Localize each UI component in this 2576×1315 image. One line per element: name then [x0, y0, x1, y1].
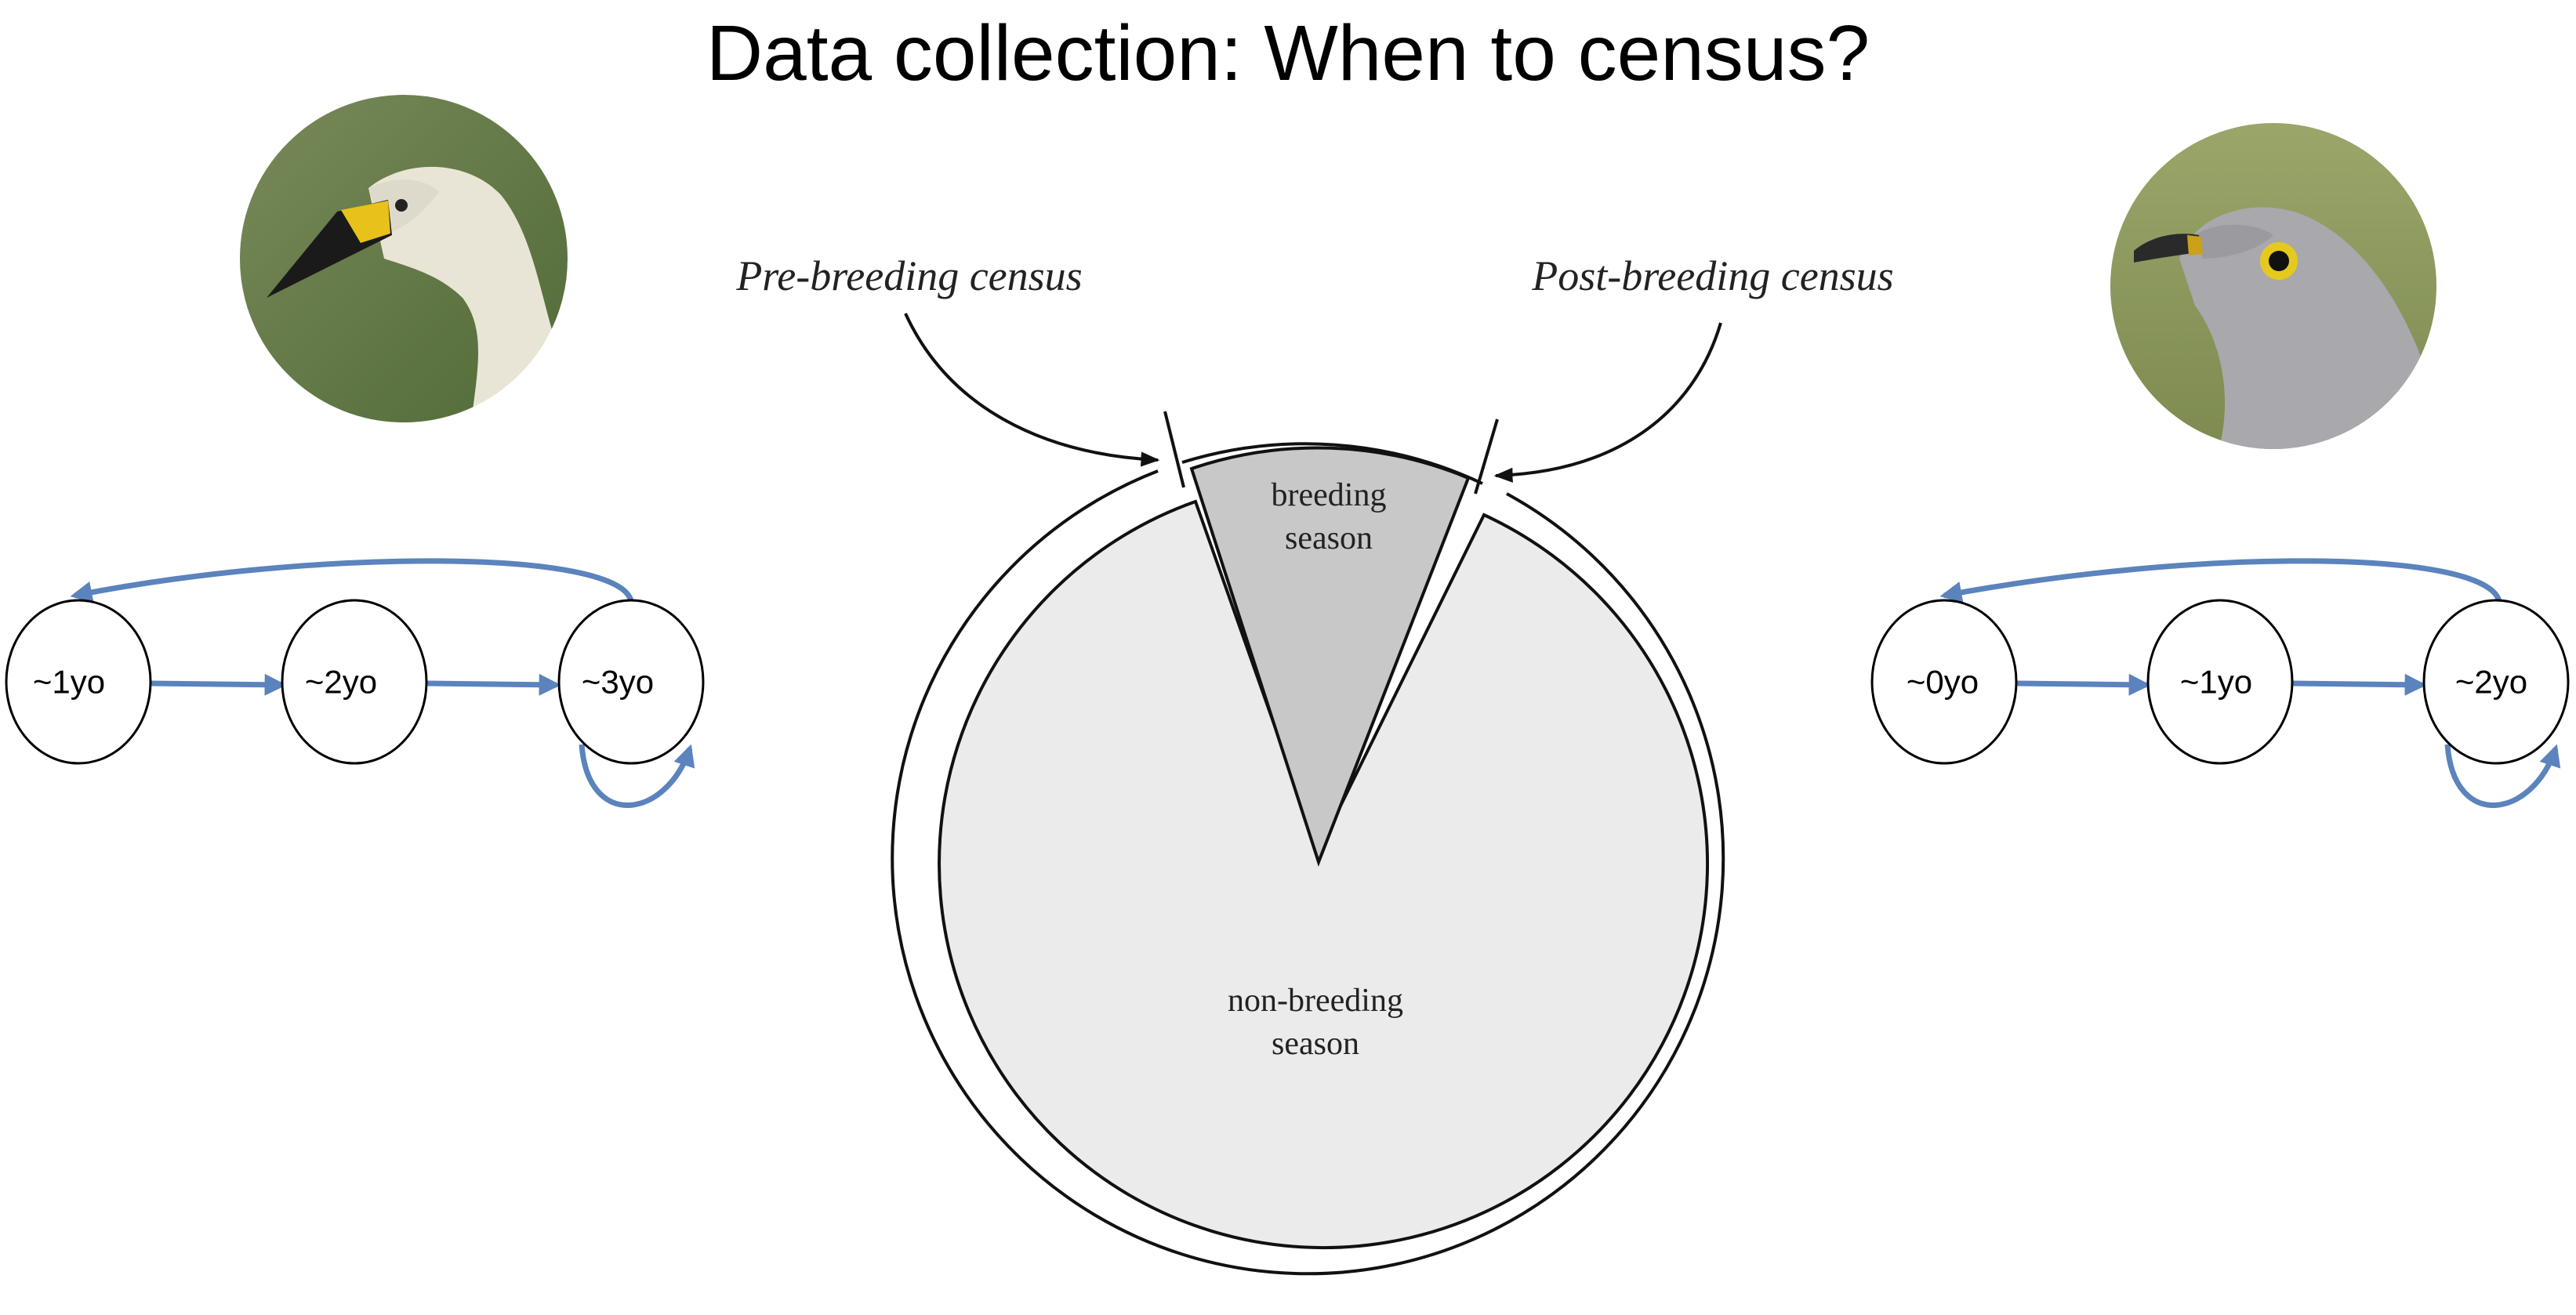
right-stage-node-1: ~0yo — [1870, 599, 2018, 765]
left-stage-arrow-2 — [426, 673, 561, 696]
post-breeding-arrow — [1493, 322, 1722, 483]
left-stage-label-1: ~1yo — [33, 664, 105, 701]
left-stage-arrow-1 — [150, 673, 287, 696]
pre-breeding-tick — [1163, 411, 1185, 488]
cuckoo-photo-icon — [2110, 123, 2436, 449]
season-wheel: breeding season non-breeding season — [891, 411, 1725, 1276]
right-stage-label-1: ~0yo — [1907, 664, 1979, 701]
right-stage-arrow-2 — [2291, 673, 2427, 696]
breeding-season-label-1: breeding — [1272, 477, 1387, 513]
left-stage-node-1: ~1yo — [5, 599, 152, 765]
outer-ring-nonbreeding — [891, 469, 1725, 1276]
nonbreeding-season-label-2: season — [1272, 1026, 1359, 1062]
left-stage-node-3: ~3yo — [557, 599, 705, 765]
right-stage-node-2: ~1yo — [2146, 599, 2294, 765]
right-stage-label-2: ~1yo — [2180, 664, 2252, 701]
pre-breeding-census-label: Pre-breeding census — [735, 252, 1082, 299]
post-breeding-tick — [1474, 418, 1499, 494]
swan-photo-icon — [238, 93, 569, 424]
right-stage-node-3: ~2yo — [2422, 599, 2570, 765]
left-stage-node-2: ~2yo — [281, 599, 428, 765]
pre-breeding-arrow — [904, 313, 1160, 467]
right-self-loop — [2444, 744, 2561, 808]
breeding-sector — [1189, 446, 1471, 867]
left-stage-label-2: ~2yo — [305, 664, 377, 701]
right-stage-label-3: ~2yo — [2455, 664, 2527, 701]
breeding-season-label-2: season — [1285, 520, 1373, 556]
right-stage-arrow-1 — [2015, 673, 2151, 696]
right-stage-cycle: ~0yo ~1yo ~2yo — [1870, 558, 2570, 808]
nonbreeding-sector — [938, 499, 1709, 1250]
post-breeding-census-label: Post-breeding census — [1531, 252, 1893, 299]
left-stage-cycle: ~1yo ~2yo ~3yo — [5, 558, 705, 808]
left-return-arrow — [70, 558, 634, 603]
post-breeding-callout: Post-breeding census — [1493, 252, 1894, 483]
nonbreeding-season-label-1: non-breeding — [1228, 983, 1403, 1019]
left-self-loop — [579, 744, 695, 808]
right-return-arrow — [1939, 558, 2502, 603]
left-stage-label-3: ~3yo — [582, 664, 654, 701]
pre-breeding-callout: Pre-breeding census — [735, 252, 1160, 467]
slide-title: Data collection: When to census? — [706, 9, 1870, 97]
